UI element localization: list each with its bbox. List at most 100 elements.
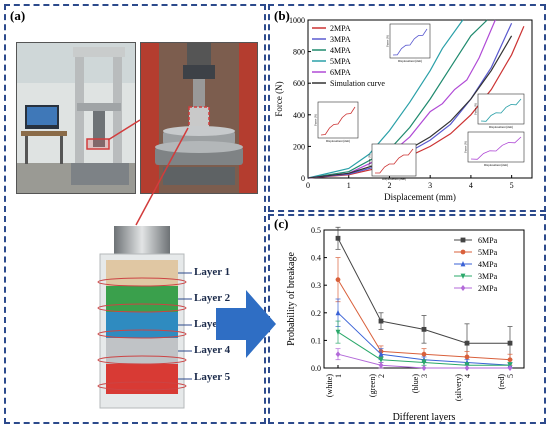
b-plot-frame [307,19,533,179]
c-data-point [421,360,427,366]
c-legend-label: 6MPa [478,236,498,245]
panel-b-label: (b) [274,8,290,23]
force-displacement-chart: 0 1 2 3 4 5 0 200 400 600 800 1000 Displacement (mm)… [274,16,533,202]
c-xtick-name: (silvery) [454,374,463,401]
b-series-line [307,19,488,179]
panel-c-label: (c) [274,216,289,231]
c-ylabel: Probability of breakage [286,252,297,346]
c-xtick-group: 5(red) [497,374,515,390]
panel-a-label: (a) [10,8,26,23]
c-data-point [335,329,341,336]
b-inset-frame [317,101,359,139]
flow-arrow [216,290,276,358]
testing-machine-photo [16,42,136,194]
c-data-point [335,351,341,358]
b-inset-curve [392,28,428,56]
b-ytick-label: 0 [301,174,305,183]
b-xtick-label: 3 [428,181,432,190]
b-xtick-label: 0 [306,181,310,190]
c-xtick-number: 2 [377,374,386,378]
layer-4-label: Layer 4 [194,344,231,356]
b-inset-xlabel: Displacement (mm) [484,163,508,167]
c-data-point [378,351,384,357]
c-ytick-label: 0.0 [311,364,321,373]
b-ytick-label: 200 [293,142,305,151]
b-xlabel: Displacement (mm) [384,192,456,202]
b-ytick-label: 600 [293,79,305,88]
b-inset-ylabel: Force (N) [464,141,468,153]
b-series-line [307,19,464,179]
c-legend-marker [460,249,466,255]
c-xtick-group: 2(green) [368,374,386,397]
b-inset-curve [375,148,414,174]
c-xtick-name: (white) [325,374,334,397]
c-ytick-label: 0.2 [311,309,321,318]
b-legend-label: 5MPA [330,57,351,66]
b-inset-ylabel: Force (N) [386,35,390,47]
c-data-point [507,340,513,346]
c-legend-marker [460,273,466,279]
b-inset-ylabel: Force (N) [368,154,372,166]
c-data-point [464,340,470,346]
b-legend-label: 2MPA [330,24,351,33]
b-xtick-label: 5 [510,181,514,190]
loading-platen-photo [140,42,258,194]
c-xtick-number: 1 [334,374,343,378]
c-xtick-number: 3 [420,374,429,378]
b-inset-frame [467,131,525,163]
c-data-point [421,326,427,332]
c-ytick-label: 0.3 [311,281,321,290]
b-inset-curve [470,136,522,160]
c-legend-marker [460,261,466,267]
b-xtick-label: 4 [469,181,473,190]
b-ytick-label: 400 [293,111,305,120]
c-data-point [378,318,384,324]
c-xtick-name: (red) [497,374,506,390]
b-ytick-label: 1000 [289,16,305,25]
b-ytick-label: 800 [293,48,305,57]
c-legend-label: 2MPa [478,284,498,293]
c-data-point [464,354,470,360]
b-inset-curve [480,98,522,122]
b-legend-label: 3MPA [330,35,351,44]
b-xtick-label: 1 [347,181,351,190]
b-inset-frame [389,23,431,59]
c-legend-marker [460,237,466,243]
c-legend-label: 3MPa [478,272,498,281]
b-inset-ylabel: Force (N) [314,114,318,126]
layer-1-label: Layer 1 [194,266,231,278]
c-xtick-number: 4 [463,374,472,378]
c-data-point [421,365,427,371]
c-data-point [421,351,427,357]
c-data-point [378,357,384,363]
c-legend-label: 5MPa [478,248,498,257]
c-xlabel: Different layers [393,412,456,422]
b-series-line [307,19,496,179]
b-legend-label: 6MPA [330,68,351,77]
b-series-line [307,22,513,179]
c-ytick-label: 0.1 [311,336,321,345]
b-inset-xlabel: Displacement (mm) [398,59,422,63]
c-xtick-group: 1(white) [325,374,343,397]
c-ytick-label: 0.5 [311,226,321,235]
c-data-point [464,365,470,371]
b-ylabel: Force (N) [274,81,284,116]
specimen-cylinder [97,226,192,409]
c-data-point [335,309,341,316]
c-ytick-label: 0.4 [311,254,321,263]
b-inset-frame [371,143,417,177]
c-data-point [335,277,341,283]
c-xtick-group: 3(blue) [411,374,429,393]
b-inset-xlabel: Displacement (mm) [326,139,350,143]
b-legend-label: 4MPA [330,46,351,55]
b-inset-frame [477,93,525,125]
layer-5-label: Layer 5 [194,371,231,383]
c-legend-marker [460,285,466,291]
b-inset-ylabel: Force (N) [474,103,478,115]
c-xtick-name: (green) [368,374,377,397]
c-data-point [507,365,513,371]
panel-b-frame [268,4,546,212]
breakage-probability-chart: 0.0 0.1 0.2 0.3 0.4 0.5 1(white) 2(green) 3(blue… [286,226,525,422]
panel-a-frame [4,4,266,424]
